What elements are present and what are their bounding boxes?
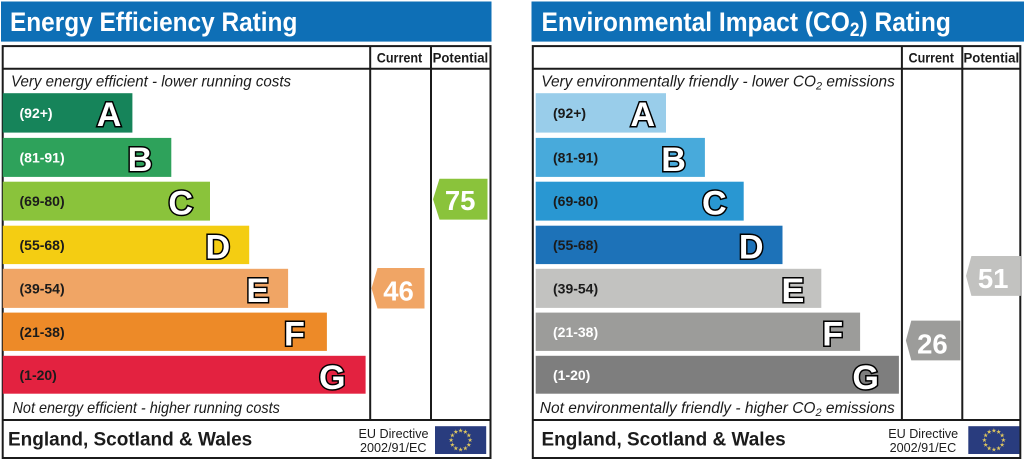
svg-text:Potential: Potential — [433, 50, 489, 65]
svg-text:(21-38): (21-38) — [553, 324, 598, 340]
svg-text:(39-54): (39-54) — [20, 280, 65, 296]
svg-text:C: C — [702, 185, 727, 223]
svg-text:Current: Current — [908, 50, 954, 66]
svg-text:England, Scotland & Wales: England, Scotland & Wales — [542, 429, 786, 450]
svg-text:Potential: Potential — [963, 50, 1019, 65]
svg-text:England, Scotland & Wales: England, Scotland & Wales — [8, 429, 252, 450]
svg-text:(81-91): (81-91) — [20, 149, 65, 165]
svg-text:Very environmentally friendly: Very environmentally friendly - lower CO… — [541, 73, 895, 92]
svg-text:Not energy efficient - higher: Not energy efficient - higher running co… — [13, 400, 281, 418]
svg-text:EU Directive: EU Directive — [359, 427, 429, 441]
svg-text:Environmental Impact (CO2) Rat: Environmental Impact (CO2) Rating — [542, 8, 951, 40]
svg-text:(39-54): (39-54) — [553, 280, 598, 296]
svg-text:B: B — [128, 141, 153, 179]
svg-text:Not environmentally friendly -: Not environmentally friendly - higher CO… — [540, 400, 895, 419]
svg-text:Very energy efficient - lower: Very energy efficient - lower running co… — [11, 73, 291, 90]
svg-text:46: 46 — [383, 276, 414, 307]
svg-text:Energy Efficiency Rating: Energy Efficiency Rating — [10, 8, 297, 37]
svg-text:(21-38): (21-38) — [20, 324, 65, 340]
svg-text:(92+): (92+) — [20, 105, 53, 121]
svg-text:(55-68): (55-68) — [20, 237, 65, 253]
svg-text:2002/91/EC: 2002/91/EC — [360, 441, 427, 455]
svg-text:(55-68): (55-68) — [553, 237, 598, 253]
svg-text:(81-91): (81-91) — [553, 149, 598, 165]
svg-text:75: 75 — [445, 185, 476, 216]
svg-text:Current: Current — [377, 50, 423, 66]
svg-text:2002/91/EC: 2002/91/EC — [890, 441, 957, 455]
svg-text:(69-80): (69-80) — [20, 193, 65, 209]
svg-text:D: D — [206, 229, 231, 267]
svg-text:(1-20): (1-20) — [20, 367, 57, 383]
svg-text:E: E — [782, 272, 805, 310]
svg-text:G: G — [319, 359, 346, 397]
svg-text:C: C — [168, 185, 193, 223]
svg-text:51: 51 — [978, 263, 1009, 294]
svg-text:(1-20): (1-20) — [553, 367, 590, 383]
svg-text:EU Directive: EU Directive — [888, 427, 958, 441]
svg-text:26: 26 — [917, 328, 948, 359]
svg-text:(92+): (92+) — [553, 105, 586, 121]
svg-text:F: F — [822, 315, 843, 353]
svg-text:D: D — [739, 229, 764, 267]
svg-text:G: G — [852, 359, 879, 397]
svg-text:B: B — [661, 141, 686, 179]
svg-text:A: A — [630, 96, 655, 134]
svg-text:(69-80): (69-80) — [553, 193, 598, 209]
svg-text:F: F — [284, 315, 305, 353]
svg-text:A: A — [97, 96, 122, 134]
svg-text:E: E — [246, 272, 269, 310]
